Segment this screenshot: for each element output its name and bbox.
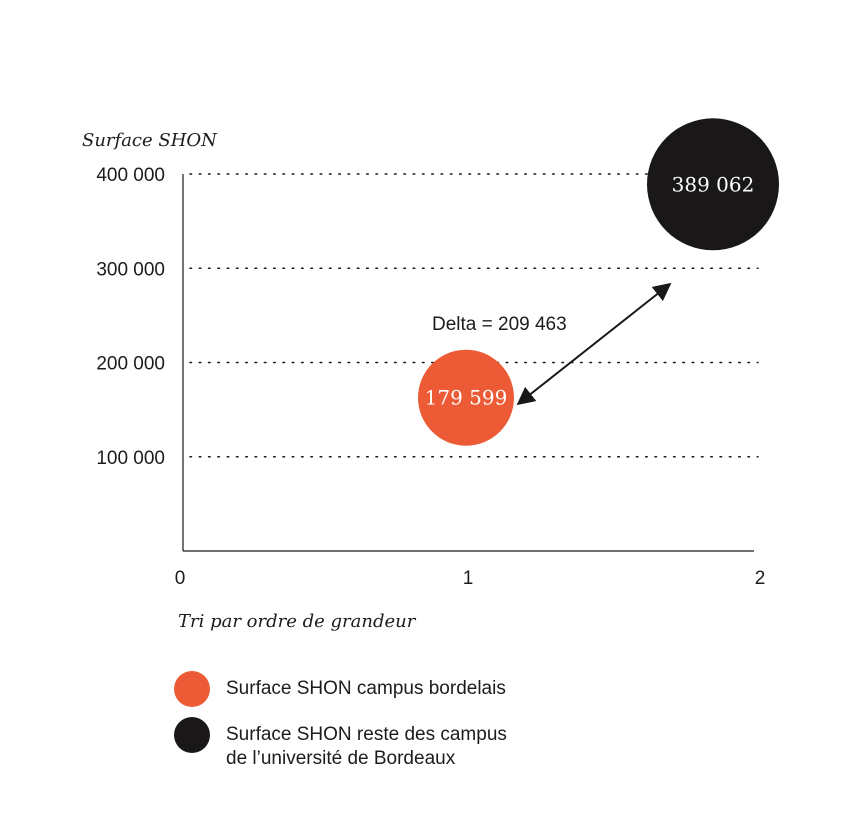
data-points: 179 599 389 062	[418, 118, 779, 446]
y-tick-label: 100 000	[96, 448, 165, 469]
y-axis-title: Surface SHON	[82, 130, 218, 151]
y-tick-label: 400 000	[96, 165, 165, 186]
y-tick-label: 200 000	[96, 354, 165, 375]
legend-item-reste: Surface SHON reste des campus de l’unive…	[174, 717, 606, 771]
x-tick-label: 2	[755, 568, 766, 589]
legend-label: Surface SHON campus bordelais	[226, 678, 506, 699]
legend-item-bordelais: Surface SHON campus bordelais	[174, 671, 606, 707]
x-tick-label: 0	[175, 568, 186, 589]
y-tick-label: 300 000	[96, 259, 165, 280]
legend: Surface SHON campus bordelais Surface SH…	[174, 671, 606, 781]
data-point	[647, 118, 779, 251]
x-tick-label: 1	[463, 568, 474, 589]
legend-swatch-black	[174, 717, 210, 753]
legend-swatch-orange	[174, 671, 210, 707]
data-label: 179 599	[425, 386, 508, 410]
data-point	[418, 349, 514, 446]
data-label: 389 062	[672, 172, 755, 196]
delta-annotation: Delta = 209 463	[432, 314, 567, 335]
legend-label: Surface SHON reste des campus de l’unive…	[226, 724, 507, 769]
gridlines	[189, 173, 759, 458]
delta-arrow	[516, 282, 672, 406]
axes	[182, 174, 754, 552]
x-ticks: 0 1 2	[175, 568, 766, 589]
y-ticks: 100 000 200 000 300 000 400 000	[96, 165, 165, 469]
x-axis-title: Tri par ordre de grandeur	[178, 611, 417, 632]
